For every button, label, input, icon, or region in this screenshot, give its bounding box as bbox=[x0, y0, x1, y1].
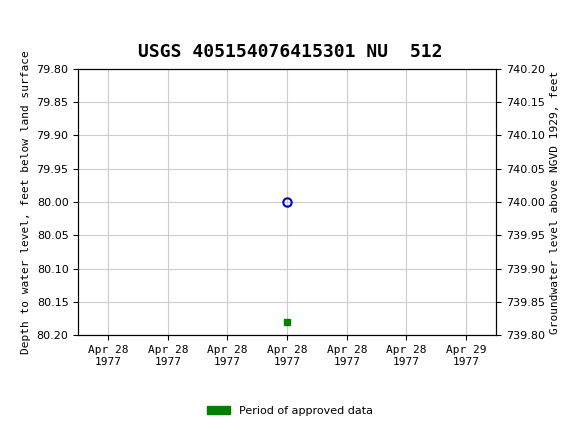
Y-axis label: Groundwater level above NGVD 1929, feet: Groundwater level above NGVD 1929, feet bbox=[550, 71, 560, 334]
Text: USGS 405154076415301 NU  512: USGS 405154076415301 NU 512 bbox=[138, 43, 442, 61]
Y-axis label: Depth to water level, feet below land surface: Depth to water level, feet below land su… bbox=[21, 50, 31, 354]
Text: ≡: ≡ bbox=[6, 7, 27, 31]
Legend: Period of approved data: Period of approved data bbox=[203, 401, 377, 420]
Text: USGS: USGS bbox=[35, 10, 90, 28]
